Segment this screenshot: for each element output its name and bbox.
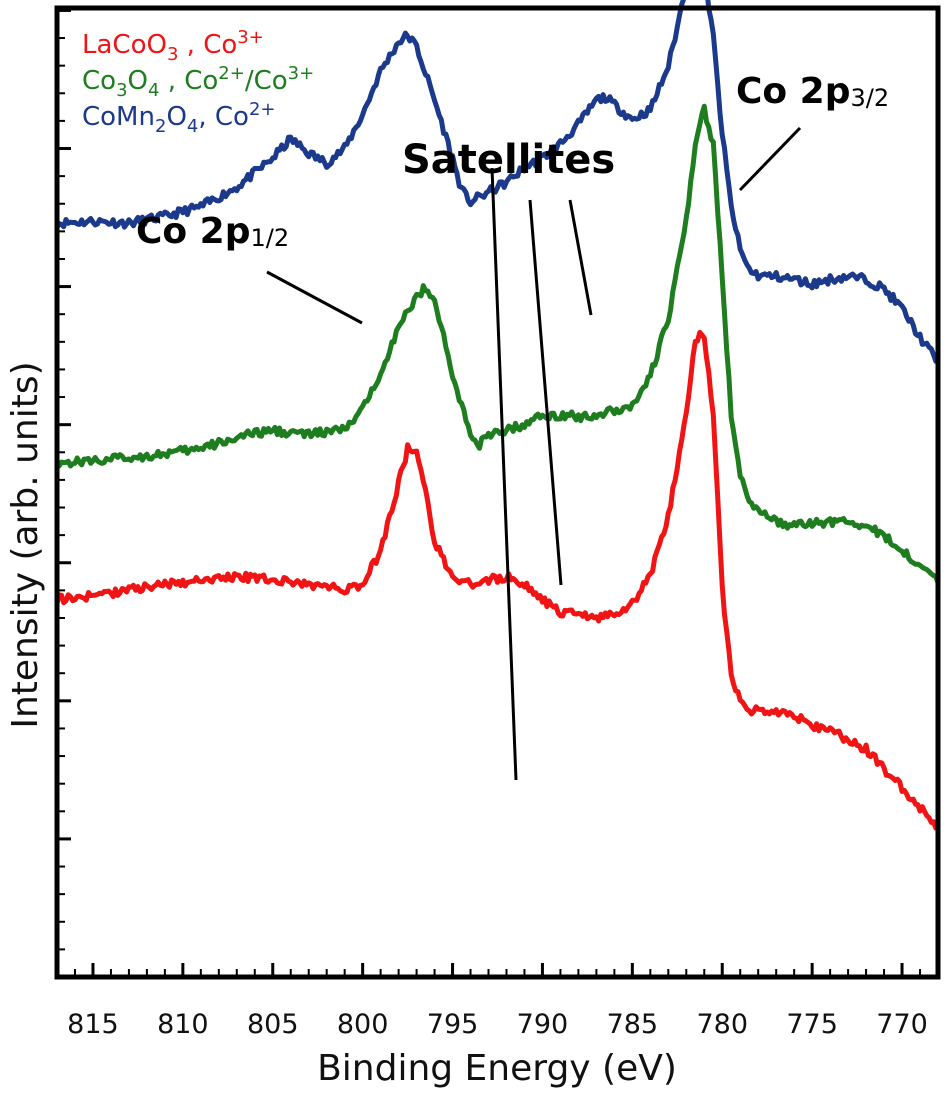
leader-satellite-2: [528, 199, 563, 586]
annotation-co2p12: Co 2p1/2: [136, 211, 289, 252]
annotation-leader-lines: [266, 126, 802, 781]
legend-entry-co3o4: Co3O4 , Co2+/Co3+: [82, 63, 314, 101]
x-tick-label: 785: [607, 1009, 659, 1040]
x-tick-label: 810: [157, 1009, 209, 1040]
x-axis-ticks: [56, 963, 939, 977]
annotation-satellites-main: Satellites: [402, 137, 615, 183]
legend-entry-comn2o4: CoMn2O4, Co2+: [82, 99, 276, 137]
leader-satellite-3: [568, 199, 593, 316]
x-axis-title: Binding Energy (eV): [317, 1048, 677, 1089]
y-axis-ticks: [57, 8, 71, 979]
x-axis-tick-labels: 815 810 805 800 795 790 785 780 775 770: [67, 1009, 928, 1040]
series-layer: [54, 0, 941, 831]
x-tick-label: 775: [786, 1009, 838, 1040]
leader-co2p32: [738, 126, 802, 192]
x-tick-label: 805: [247, 1009, 299, 1040]
legend: LaCoO3 , Co3+Co3O4 , Co2+/Co3+CoMn2O4, C…: [82, 27, 314, 137]
annotation-co2p12-sub: 1/2: [251, 224, 290, 252]
annotation-satellites: Satellites: [402, 137, 615, 183]
x-tick-label: 780: [696, 1009, 748, 1040]
x-tick-label: 815: [67, 1009, 119, 1040]
leader-satellite-1: [490, 167, 518, 781]
series-line-comn2o4: [54, 0, 940, 364]
x-tick-label: 795: [427, 1009, 479, 1040]
x-tick-label: 770: [876, 1009, 928, 1040]
series-line-co3o4: [55, 103, 941, 584]
annotation-co2p32-main: Co 2p: [736, 71, 851, 112]
annotation-co2p32: Co 2p3/2: [736, 71, 889, 112]
x-tick-label: 790: [517, 1009, 569, 1040]
leader-co2p12: [266, 270, 363, 325]
series-line-lacoo3: [54, 329, 940, 831]
legend-entry-lacoo3: LaCoO3 , Co3+: [82, 27, 264, 65]
y-axis-title: Intensity (arb. units): [5, 361, 46, 728]
annotation-co2p12-main: Co 2p: [136, 211, 251, 252]
plot-frame: [54, 5, 941, 980]
x-tick-label: 800: [337, 1009, 389, 1040]
annotation-co2p32-sub: 3/2: [851, 84, 890, 112]
